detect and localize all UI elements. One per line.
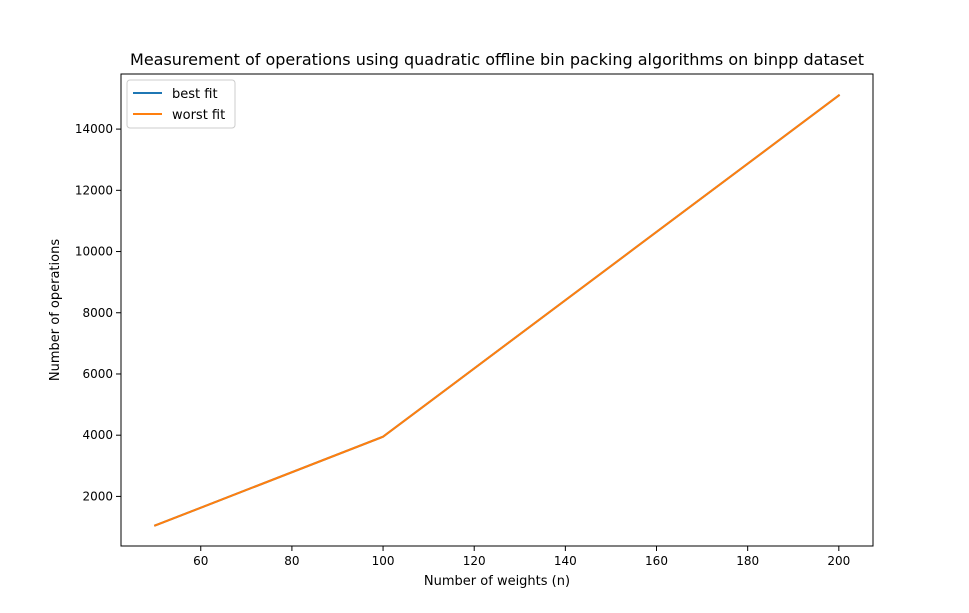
- x-axis-title: Number of weights (n): [424, 574, 570, 589]
- series-line-worst-fit: [153, 94, 841, 527]
- y-tick-label: 2000: [82, 489, 113, 503]
- y-axis-title: Number of operations: [48, 239, 63, 381]
- legend-label: best fit: [172, 87, 218, 102]
- y-tick-label: 14000: [75, 122, 113, 136]
- x-tick-label: 120: [463, 554, 486, 568]
- x-tick-label: 60: [193, 554, 208, 568]
- x-axis: 60 80 100 120 140 160 180 200: [193, 546, 850, 568]
- y-tick-label: 10000: [75, 245, 113, 259]
- legend-label: worst fit: [172, 108, 225, 123]
- series-layer: [153, 94, 841, 527]
- x-tick-label: 80: [284, 554, 299, 568]
- x-tick-label: 140: [554, 554, 577, 568]
- x-tick-label: 180: [736, 554, 759, 568]
- x-tick-label: 160: [645, 554, 668, 568]
- y-axis: 2000 4000 6000 8000 10000 12000 14000: [75, 122, 121, 503]
- y-tick-label: 4000: [82, 428, 113, 442]
- y-tick-label: 8000: [82, 306, 113, 320]
- x-tick-label: 200: [827, 554, 850, 568]
- plot-frame: [120, 73, 874, 547]
- y-tick-label: 6000: [82, 367, 113, 381]
- legend: best fit worst fit: [126, 79, 236, 129]
- x-tick-label: 100: [372, 554, 395, 568]
- y-tick-label: 12000: [75, 183, 113, 197]
- chart-title: Measurement of operations using quadrati…: [130, 50, 864, 69]
